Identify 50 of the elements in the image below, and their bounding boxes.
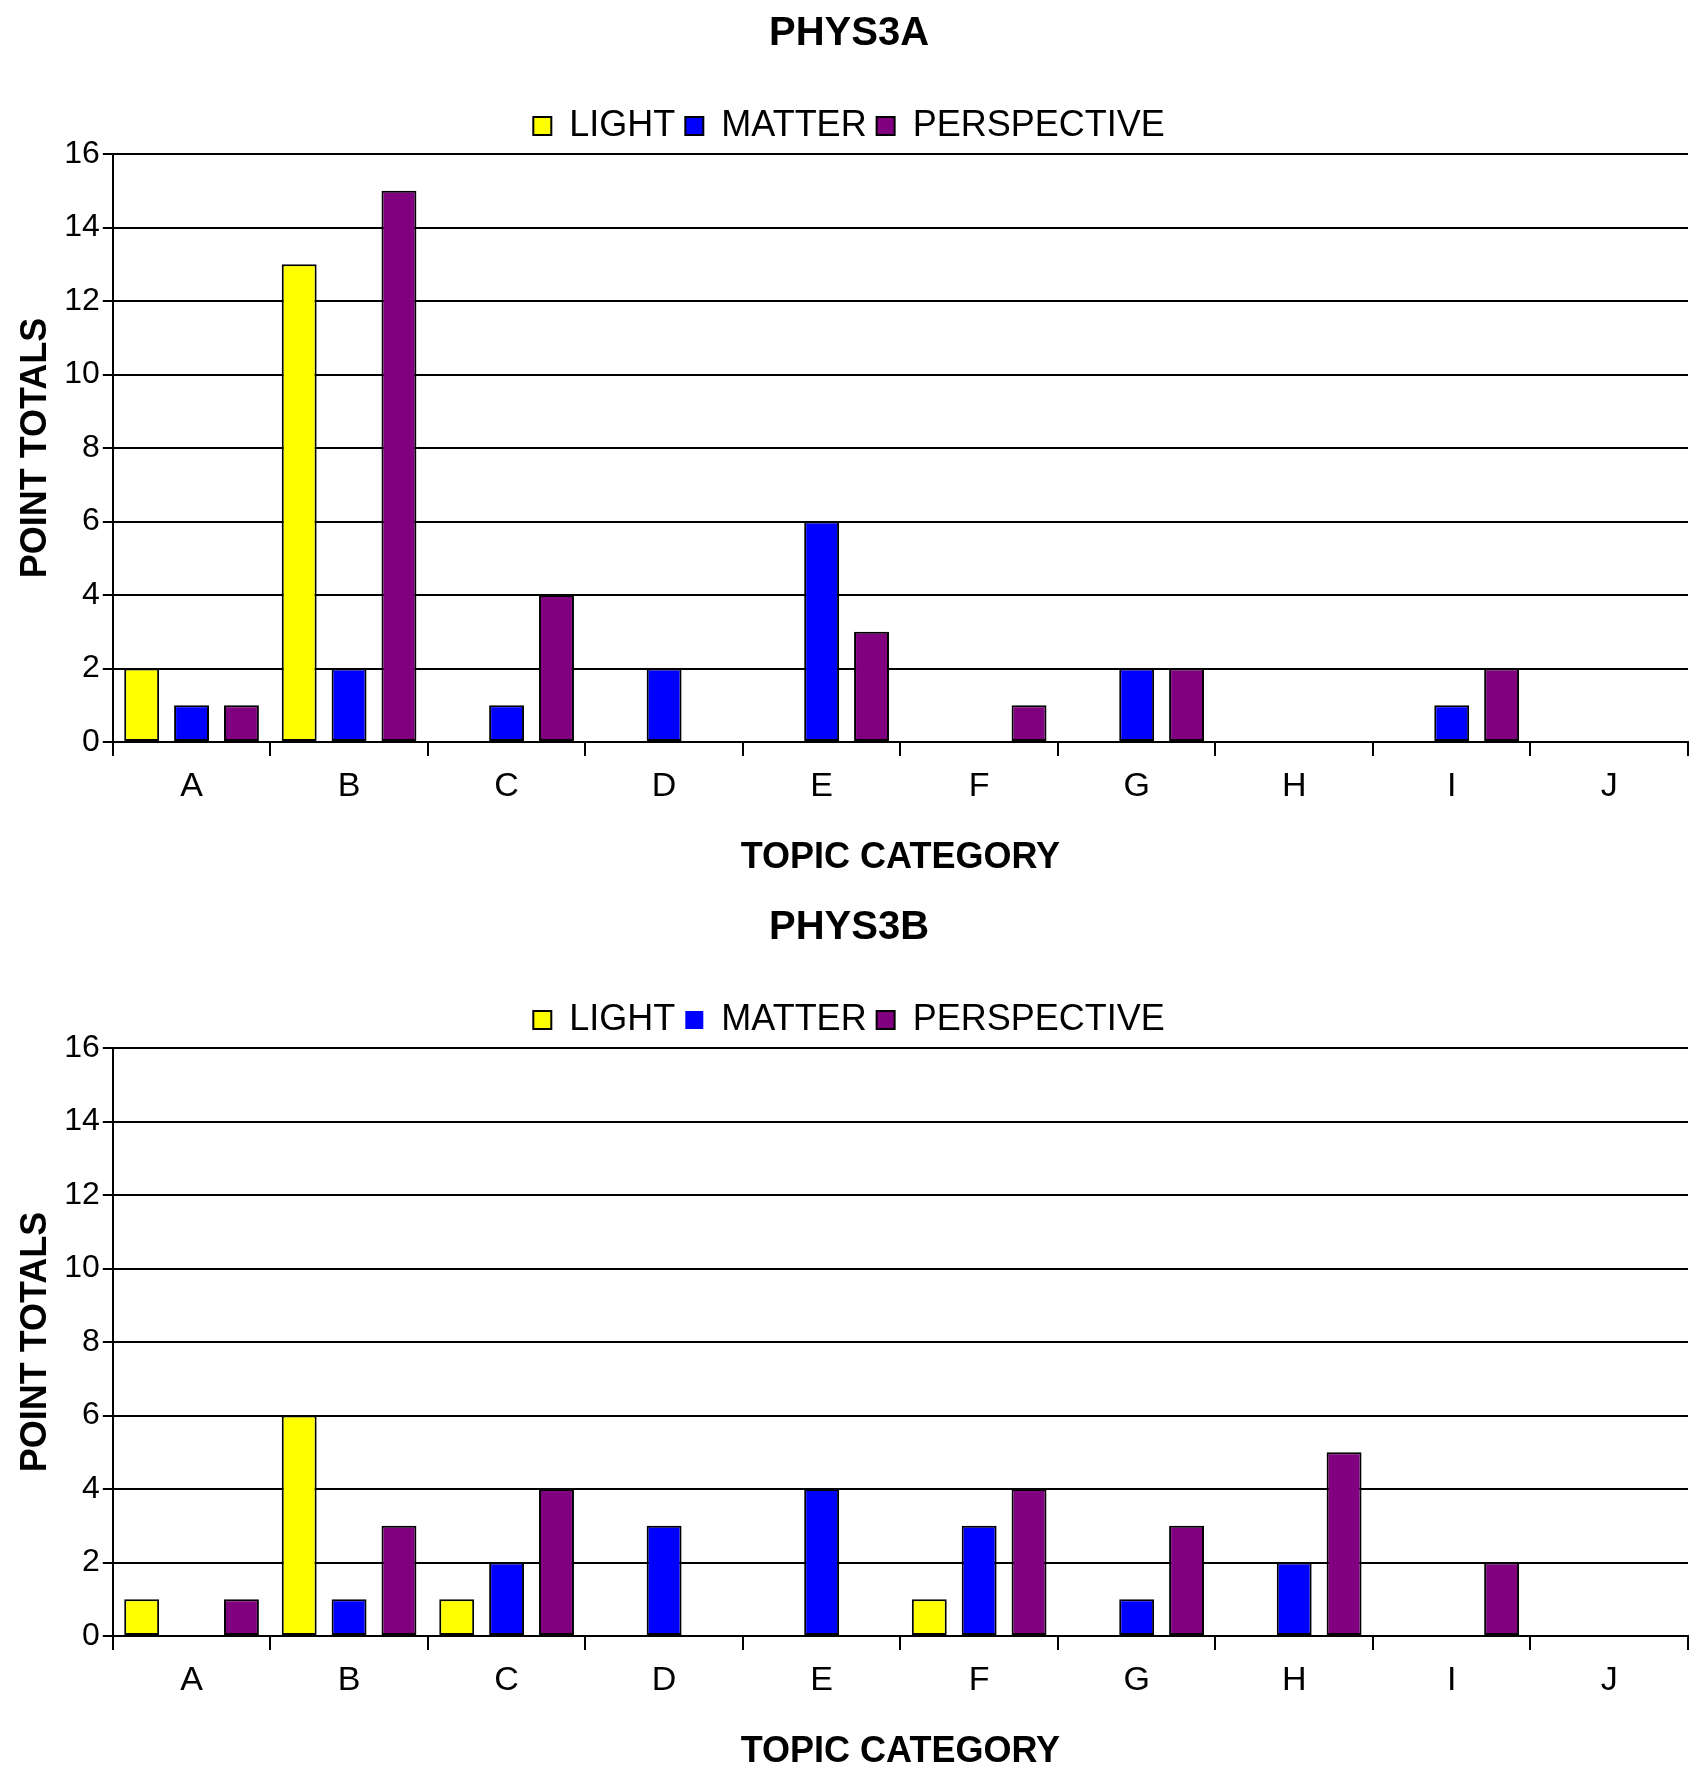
x-tick-label: J [1600, 764, 1618, 803]
y-tick-label: 10 [64, 354, 100, 391]
x-tick-label: G [1123, 764, 1150, 803]
x-tick-label: H [1281, 1658, 1307, 1697]
x-tick-label: H [1281, 764, 1307, 803]
y-tick-label: 4 [82, 574, 100, 611]
x-axis-title: TOPIC CATEGORY [740, 835, 1061, 877]
y-tick-label: 2 [82, 1542, 100, 1579]
y-tick-label: 16 [64, 133, 100, 170]
x-tick-label: E [810, 1658, 833, 1697]
x-tick-label: J [1600, 1658, 1618, 1697]
legend-label: PERSPECTIVE [912, 996, 1165, 1038]
y-tick-label: 14 [64, 1101, 100, 1138]
x-tick-label: I [1446, 1658, 1457, 1697]
chart-title: PHYS3B [768, 903, 930, 948]
y-tick-label: 16 [64, 1027, 100, 1064]
x-tick-label: D [651, 764, 677, 803]
y-tick-label: 8 [82, 427, 100, 464]
x-tick-label: C [494, 764, 519, 803]
legend-label: LIGHT [569, 996, 676, 1038]
x-tick-label: D [651, 1658, 677, 1697]
x-tick-label: E [810, 764, 833, 803]
legend-label: PERSPECTIVE [912, 102, 1165, 144]
y-tick-label: 0 [82, 721, 100, 758]
y-axis-title: POINT TOTALS [12, 1211, 54, 1473]
legend-label: MATTER [721, 102, 867, 144]
y-tick-label: 14 [64, 207, 100, 244]
y-tick-label: 4 [82, 1468, 100, 1505]
legend-label: MATTER [721, 996, 867, 1038]
x-tick-label: I [1446, 764, 1457, 803]
y-tick-label: 6 [82, 501, 100, 538]
y-tick-label: 0 [82, 1615, 100, 1652]
y-tick-label: 12 [64, 1174, 100, 1211]
x-tick-label: A [180, 764, 204, 803]
y-tick-label: 8 [82, 1321, 100, 1358]
chart-title: PHYS3A [768, 9, 930, 54]
legend-label: LIGHT [569, 102, 676, 144]
x-tick-label: B [337, 1658, 361, 1697]
y-axis-title: POINT TOTALS [12, 317, 54, 579]
x-tick-label: A [180, 1658, 204, 1697]
x-tick-label: F [968, 1658, 990, 1697]
x-axis-title: TOPIC CATEGORY [740, 1729, 1061, 1771]
y-tick-label: 10 [64, 1248, 100, 1285]
x-tick-label: F [968, 764, 990, 803]
y-tick-label: 12 [64, 280, 100, 317]
x-tick-label: B [337, 764, 361, 803]
y-tick-label: 2 [82, 648, 100, 685]
x-tick-label: C [494, 1658, 519, 1697]
x-tick-label: G [1123, 1658, 1150, 1697]
y-tick-label: 6 [82, 1395, 100, 1432]
